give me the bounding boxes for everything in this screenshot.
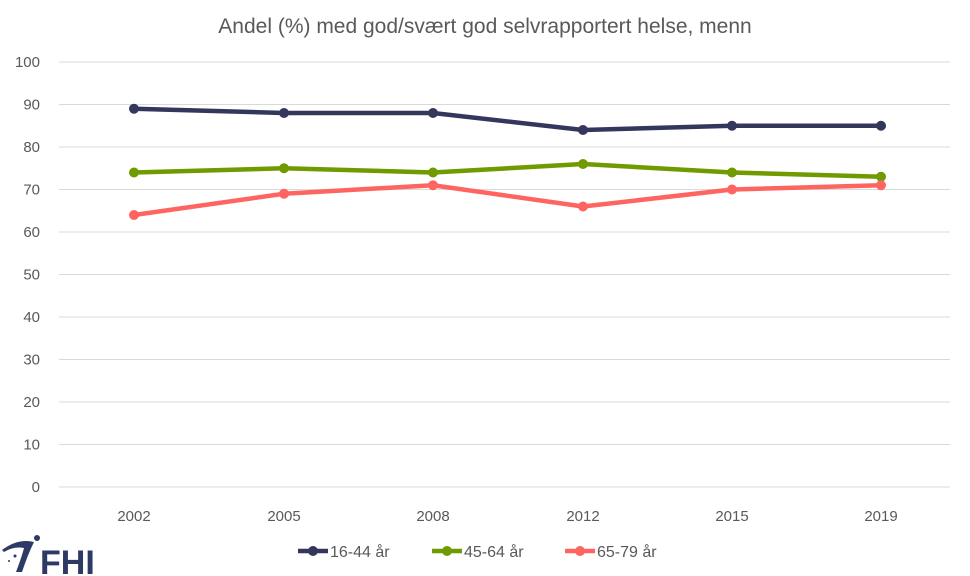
- fhi-logo: FHI: [2, 535, 95, 576]
- data-point: [129, 210, 139, 220]
- data-point: [876, 171, 886, 182]
- data-point: [279, 188, 289, 199]
- legend-marker: [308, 546, 318, 556]
- chart-title: Andel (%) med god/svært god selvrapporte…: [218, 15, 751, 38]
- y-tick-label: 10: [23, 437, 40, 454]
- x-tick-label: 2002: [117, 508, 150, 525]
- data-point: [727, 167, 737, 178]
- y-tick-label: 50: [23, 267, 40, 284]
- data-point: [428, 167, 438, 178]
- legend-label: 65-79 år: [597, 543, 657, 561]
- y-tick-label: 70: [23, 182, 40, 199]
- data-point: [279, 163, 289, 174]
- y-tick-label: 30: [23, 352, 40, 369]
- series-line: [133, 161, 882, 179]
- data-point: [428, 180, 438, 191]
- series-line: [133, 106, 881, 133]
- data-point: [428, 108, 438, 118]
- data-point: [578, 159, 588, 169]
- y-tick-label: 80: [23, 139, 40, 156]
- legend-label: 45-64 år: [464, 543, 524, 561]
- legend-label: 16-44 år: [330, 543, 390, 561]
- data-point: [876, 120, 886, 131]
- legend-marker: [575, 546, 585, 556]
- data-point: [129, 167, 139, 178]
- y-tick-label: 40: [23, 309, 40, 326]
- x-tick-label: 2005: [267, 508, 300, 525]
- data-point: [279, 108, 289, 118]
- legend-marker: [442, 546, 452, 556]
- y-tick-label: 0: [32, 479, 40, 496]
- data-point: [727, 120, 737, 131]
- x-tick-label: 2015: [715, 508, 748, 525]
- y-tick-label: 60: [23, 224, 40, 241]
- y-tick-label: 90: [23, 97, 40, 114]
- x-tick-label: 2019: [864, 508, 897, 525]
- data-point: [578, 201, 588, 212]
- data-point: [129, 103, 139, 114]
- x-tick-label: 2012: [566, 508, 599, 525]
- x-tick-label: 2008: [416, 508, 449, 525]
- y-tick-label: 20: [23, 394, 40, 411]
- data-point: [876, 180, 886, 191]
- series-line: [133, 183, 882, 218]
- y-tick-label: 100: [15, 54, 40, 71]
- svg-text:FHI: FHI: [40, 544, 95, 576]
- data-point: [578, 125, 588, 135]
- data-point: [727, 184, 737, 195]
